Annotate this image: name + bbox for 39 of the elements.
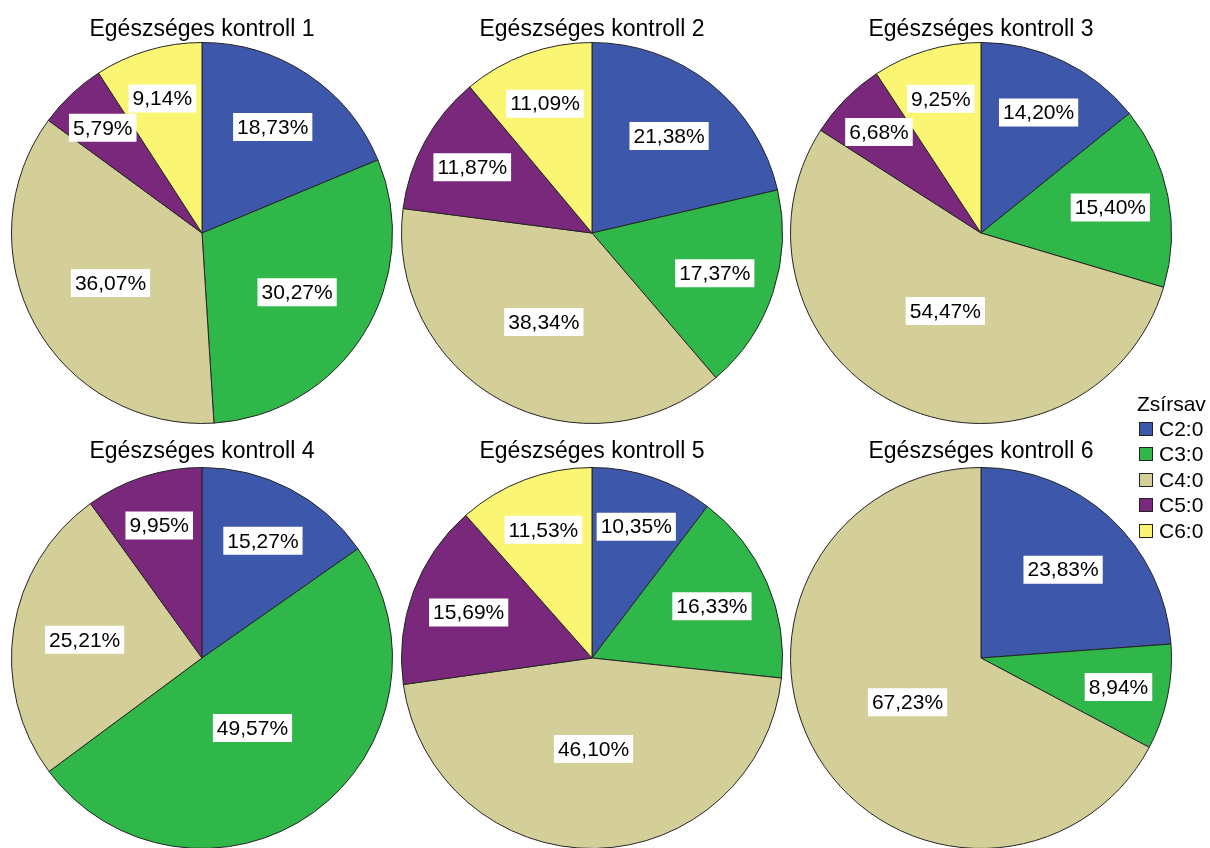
data-label: 21,38%: [633, 123, 705, 147]
legend-label: C4:0: [1159, 467, 1204, 492]
data-label: 67,23%: [871, 689, 944, 713]
chart-title: Egészséges kontroll 2: [478, 14, 706, 43]
data-label: 16,33%: [676, 594, 748, 618]
data-label: 23,83%: [1027, 557, 1099, 581]
data-label: 25,21%: [49, 627, 121, 651]
legend-label: C5:0: [1159, 493, 1204, 518]
data-label: 8,94%: [1088, 674, 1149, 698]
chart-title: Egészséges kontroll 4: [88, 436, 316, 465]
legend-label: C2:0: [1159, 416, 1204, 441]
data-label: 15,27%: [227, 528, 299, 552]
legend-label: C6:0: [1159, 518, 1204, 543]
data-label: 17,37%: [679, 261, 751, 285]
data-label: 38,34%: [508, 309, 580, 333]
data-label: 11,09%: [510, 91, 580, 115]
data-label: 14,20%: [1002, 100, 1075, 124]
data-label: 5,79%: [72, 115, 133, 139]
chart-title: Egészséges kontroll 5: [478, 436, 706, 465]
data-label: 15,40%: [1074, 195, 1146, 219]
data-label: 11,53%: [508, 517, 579, 541]
legend-label: C3:0: [1159, 442, 1204, 467]
legend-title: Zsírsav: [1137, 392, 1206, 416]
data-label: 9,25%: [911, 86, 971, 110]
data-label: 10,35%: [600, 514, 672, 538]
data-label: 30,27%: [261, 280, 333, 304]
data-label: 9,14%: [132, 86, 193, 110]
chart-title: Egészséges kontroll 3: [867, 14, 1095, 43]
data-label: 46,10%: [557, 736, 630, 760]
data-label: 54,47%: [909, 298, 981, 322]
chart-title: Egészséges kontroll 1: [88, 14, 316, 43]
data-label: 11,87%: [437, 155, 508, 179]
data-label: 36,07%: [74, 270, 147, 294]
chart-title: Egészséges kontroll 6: [868, 437, 1094, 463]
data-label: 9,95%: [129, 513, 189, 537]
data-label: 15,69%: [433, 600, 505, 624]
data-label: 49,57%: [216, 715, 289, 739]
data-label: 6,68%: [849, 119, 909, 143]
data-label: 18,73%: [237, 114, 309, 138]
